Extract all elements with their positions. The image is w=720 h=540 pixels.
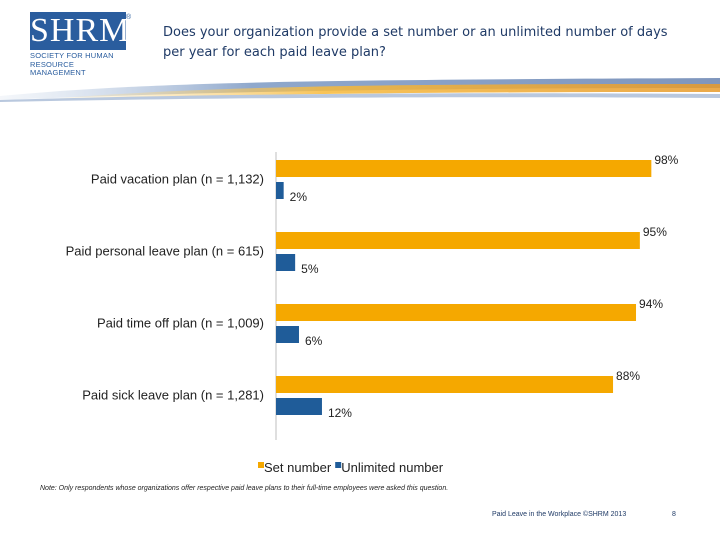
paid-leave-bar-chart: Paid vacation plan (n = 1,132) 98% 2% Paid … [66, 152, 679, 475]
legend-label-set-number: Set number [264, 460, 332, 475]
bar-set-number [276, 160, 652, 177]
bar-unlimited-number [276, 398, 322, 415]
note-text: Note: Only respondents whose organizatio… [40, 485, 449, 492]
bar-unlimited-number [276, 326, 299, 343]
category-label: Paid sick leave plan (n = 1,281) [82, 388, 264, 403]
data-label-set-number: 94% [639, 297, 663, 311]
logo-registered-mark: ® [126, 14, 132, 21]
footer-text: Paid Leave in the Workplace ©SHRM 2013 [492, 511, 627, 518]
bar-set-number [276, 304, 637, 321]
legend-swatch-set-number [258, 462, 264, 468]
category-label: Paid time off plan (n = 1,009) [97, 316, 264, 331]
bar-set-number [276, 376, 614, 393]
data-label-unlimited-number: 12% [328, 406, 352, 420]
category-label: Paid vacation plan (n = 1,132) [91, 172, 264, 187]
logo-tagline: SOCIETY FOR HUMAN RESOURCE MANAGEMENT [30, 51, 114, 77]
bar-unlimited-number [276, 182, 284, 199]
data-label-set-number: 98% [654, 153, 678, 167]
category-label: Paid personal leave plan (n = 615) [66, 244, 264, 259]
legend-swatch-unlimited-number [335, 462, 342, 468]
header-banner [0, 78, 720, 102]
data-label-set-number: 88% [616, 369, 640, 383]
bar-unlimited-number [276, 254, 296, 271]
data-label-unlimited-number: 6% [305, 334, 323, 348]
data-label-unlimited-number: 2% [290, 190, 308, 204]
logo-wordmark: SHRM [30, 12, 131, 50]
data-label-set-number: 95% [643, 225, 667, 239]
legend-label-unlimited-number: Unlimited number [341, 460, 444, 475]
data-label-unlimited-number: 5% [301, 262, 319, 276]
page-number: 8 [672, 511, 676, 518]
slide-title: Does your organization provide a set num… [163, 25, 668, 60]
bar-set-number [276, 232, 640, 249]
shrm-logo: SHRM ® SOCIETY FOR HUMAN RESOURCE MANAGE… [30, 12, 134, 77]
